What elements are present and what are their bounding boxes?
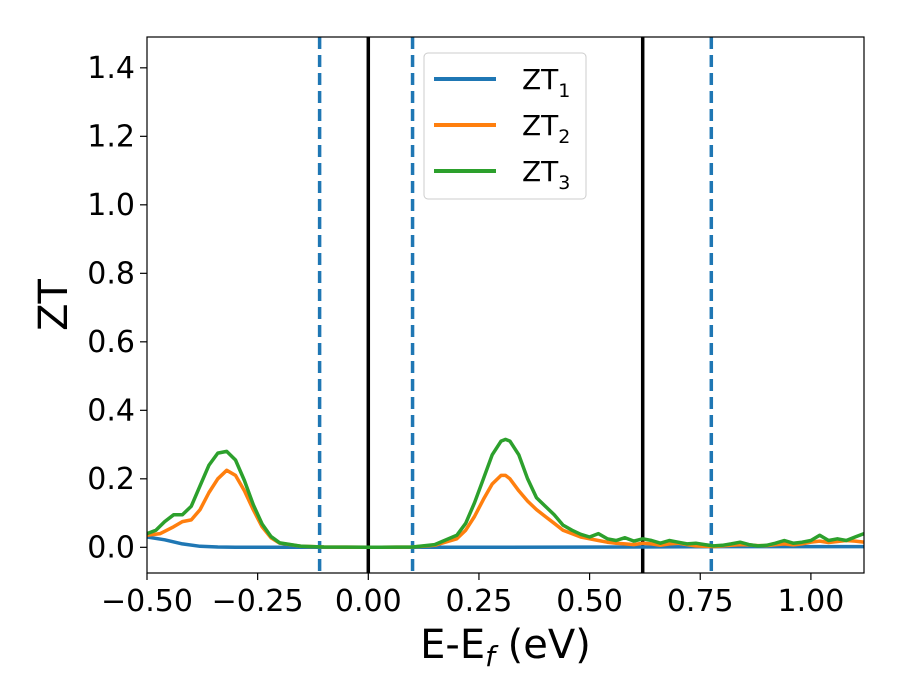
series-layer — [147, 437, 864, 550]
legend: ZT1 ZT2 ZT3 — [423, 52, 587, 200]
x-axis-label: E-Ef (eV) — [420, 622, 591, 673]
x-axis-ticks: −0.50 −0.25 0.00 0.25 0.50 0.75 1.00 — [101, 573, 844, 619]
y-tick-label: 0.6 — [87, 325, 135, 360]
x-tick-label: −0.50 — [101, 584, 193, 619]
x-tick-label: 0.00 — [335, 584, 402, 619]
legend-box — [423, 52, 587, 200]
y-tick-label: 1.2 — [87, 119, 135, 154]
legend-label-2: ZT2 — [522, 109, 570, 148]
x-tick-label: 1.00 — [777, 584, 844, 619]
x-tick-label: 0.50 — [556, 584, 623, 619]
x-axis-label-unit: (eV) — [495, 622, 591, 668]
legend-label-3: ZT3 — [522, 155, 570, 194]
y-axis-ticks: 0.0 0.2 0.4 0.6 0.8 1.0 1.2 1.4 — [87, 51, 147, 565]
y-axis-label: ZT — [31, 279, 77, 331]
y-tick-label: 0.0 — [87, 530, 135, 565]
plot-frame — [146, 36, 865, 574]
y-tick-label: 1.0 — [87, 188, 135, 223]
x-axis-label-main: E-E — [420, 622, 485, 668]
y-tick-label: 0.8 — [87, 256, 135, 291]
series-line-3 — [147, 437, 864, 550]
legend-label-1: ZT1 — [522, 63, 570, 102]
y-tick-label: 0.2 — [87, 462, 135, 497]
x-tick-label: −0.25 — [212, 584, 304, 619]
x-tick-label: 0.25 — [446, 584, 513, 619]
y-tick-label: 0.4 — [87, 393, 135, 428]
y-tick-label: 1.4 — [87, 51, 135, 86]
x-tick-label: 0.75 — [667, 584, 734, 619]
reference-lines — [317, 37, 714, 573]
